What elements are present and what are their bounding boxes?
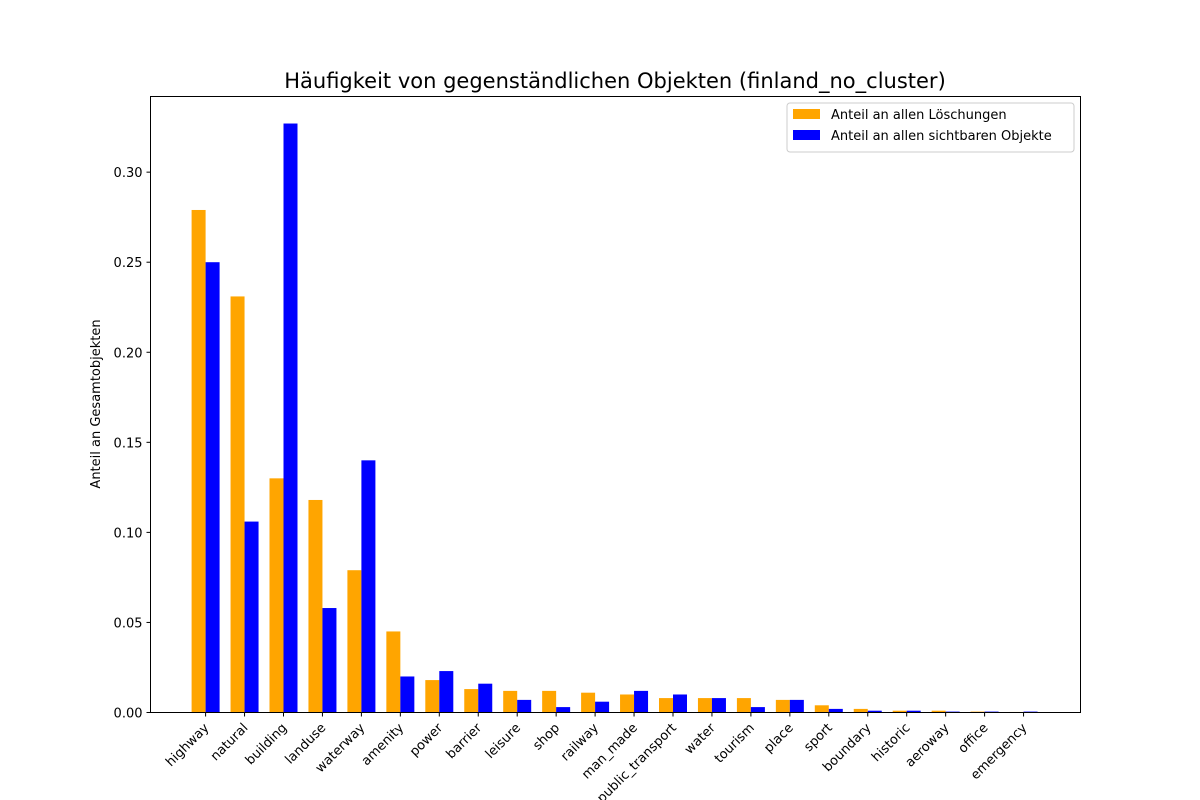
- x-tick-label-shop: shop: [530, 721, 563, 754]
- bar-sport-deletions: [814, 705, 829, 713]
- legend-swatch-deletions: [793, 109, 820, 119]
- x-tick-label-tourism: tourism: [712, 721, 758, 767]
- bar-water-deletions: [697, 698, 712, 713]
- bar-railway-deletions: [581, 692, 596, 713]
- bar-waterway-visible: [361, 460, 376, 713]
- x-tick-label-amenity: amenity: [359, 721, 407, 769]
- x-tick-label-water: water: [682, 720, 719, 757]
- plot-frame: [150, 96, 1081, 713]
- x-tick-label-sport: sport: [801, 721, 835, 755]
- bar-railway-visible: [595, 701, 610, 713]
- y-axis-ticks: 0.00 0.05 0.10 0.15 0.20 0.25 0.30: [114, 166, 151, 722]
- bar-natural-visible: [244, 521, 259, 713]
- bar-power-visible: [439, 671, 454, 713]
- bar-public_transport-deletions: [659, 698, 673, 713]
- x-tick-label-leisure: leisure: [483, 721, 524, 762]
- x-tick-label-building: building: [243, 721, 290, 768]
- bar-place-visible: [789, 699, 804, 713]
- chart-title: Häufigkeit von gegenständlichen Objekten…: [284, 69, 946, 94]
- x-tick-label-office: office: [956, 721, 992, 757]
- bar-power-deletions: [425, 680, 440, 713]
- legend: Anteil an allen Löschungen Anteil an all…: [786, 102, 1075, 153]
- bar-aeroway-deletions: [931, 710, 946, 713]
- bar-boundary-visible: [867, 710, 882, 713]
- bar-water-visible: [711, 698, 726, 713]
- x-tick-label-aeroway: aeroway: [903, 721, 953, 771]
- bar-historic-deletions: [892, 710, 907, 713]
- bar-leisure-visible: [517, 699, 532, 713]
- bar-leisure-deletions: [503, 690, 518, 713]
- bar-waterway-deletions: [347, 570, 362, 713]
- bar-building-deletions: [269, 478, 284, 713]
- y-tick-label-0.20: 0.20: [114, 346, 143, 361]
- bar-highway-visible: [205, 262, 220, 713]
- y-tick-label-0.30: 0.30: [114, 166, 143, 181]
- x-tick-label-place: place: [761, 721, 796, 756]
- bar-shop-visible: [556, 707, 571, 713]
- y-tick-label-0.15: 0.15: [114, 436, 143, 451]
- legend-box: [786, 102, 1075, 153]
- legend-swatch-visible: [793, 130, 820, 140]
- y-tick-label-0.05: 0.05: [114, 616, 143, 631]
- bar-amenity-deletions: [386, 631, 401, 713]
- x-axis-ticks: highwaynaturalbuildinglandusewaterwayame…: [163, 712, 1031, 800]
- bar-place-deletions: [775, 699, 790, 713]
- bar-landuse-deletions: [308, 499, 323, 713]
- bar-natural-deletions: [230, 296, 245, 713]
- x-tick-label-highway: highway: [163, 721, 212, 770]
- bar-shop-deletions: [542, 690, 557, 713]
- legend-label-visible: Anteil an allen sichtbaren Objekte: [831, 129, 1052, 144]
- bar-landuse-visible: [322, 608, 337, 713]
- bar-barrier-deletions: [464, 689, 479, 713]
- bar-barrier-visible: [478, 683, 493, 713]
- bar-historic-visible: [906, 710, 921, 713]
- bar-public_transport-visible: [673, 694, 687, 713]
- x-tick-label-power: power: [407, 720, 446, 759]
- bar-tourism-deletions: [736, 698, 751, 713]
- bar-building-visible: [283, 123, 298, 713]
- y-tick-label-0.25: 0.25: [114, 256, 143, 271]
- bar-man_made-deletions: [620, 694, 635, 713]
- legend-label-deletions: Anteil an allen Löschungen: [831, 108, 1007, 123]
- y-tick-label-0.10: 0.10: [114, 526, 143, 541]
- bar-sport-visible: [828, 708, 843, 713]
- x-tick-label-barrier: barrier: [444, 720, 486, 762]
- bar-amenity-visible: [400, 676, 415, 713]
- bar-tourism-visible: [750, 707, 765, 713]
- bars-group: [191, 123, 1038, 713]
- bar-man_made-visible: [634, 690, 649, 713]
- bar-highway-deletions: [191, 209, 206, 713]
- y-axis-label: Anteil an Gesamtobjekten: [89, 319, 104, 488]
- y-tick-label-0.00: 0.00: [114, 707, 143, 722]
- bar-boundary-deletions: [853, 708, 868, 713]
